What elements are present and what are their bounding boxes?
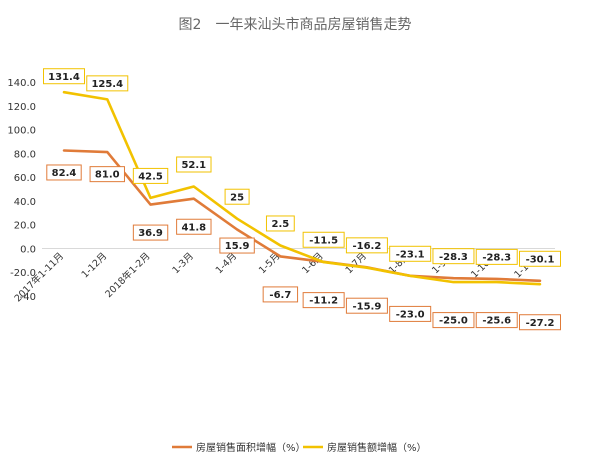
data-label-box [302, 292, 345, 309]
data-label: -6.7 [269, 290, 291, 301]
data-label: 81.0 [95, 170, 120, 181]
data-label: -23.0 [396, 310, 425, 321]
data-label-box [262, 286, 299, 303]
data-label-box [389, 305, 432, 322]
y-tick-label: 60.0 [14, 173, 36, 184]
data-label: 25 [230, 192, 244, 203]
data-label-box [132, 224, 169, 241]
data-label-box [176, 218, 212, 235]
data-label-box [132, 167, 169, 184]
y-tick-label: 80.0 [14, 149, 36, 160]
data-label: -28.3 [439, 252, 468, 263]
x-tick-label: 1-4月 [214, 251, 239, 276]
data-label: -28.3 [482, 252, 511, 263]
legend: 房屋销售面积增幅（%） 房屋销售额增幅（%） [172, 441, 427, 454]
x-tick-label: 1-12月 [80, 251, 110, 281]
data-label-box [345, 237, 388, 254]
data-label-box [519, 314, 561, 331]
data-label: -23.1 [396, 249, 425, 260]
data-label-box [519, 250, 561, 267]
data-label-box [432, 248, 475, 265]
data-label-box [224, 188, 250, 205]
data-label: 36.9 [138, 228, 163, 239]
data-label: 82.4 [52, 168, 77, 179]
data-label-box [86, 75, 129, 92]
data-label-box [302, 231, 345, 248]
data-label: -11.2 [309, 296, 338, 307]
data-label-box [475, 312, 518, 329]
chart-title: 图2 一年来汕头市商品房屋销售走势 [179, 16, 412, 33]
data-label-box [389, 245, 432, 262]
data-label: 52.1 [181, 160, 206, 171]
legend-label: 房屋销售额增幅（%） [327, 441, 427, 454]
data-label-box [176, 156, 212, 173]
data-label-box [219, 237, 255, 254]
data-label: 41.8 [181, 222, 206, 233]
legend-label: 房屋销售面积增幅（%） [196, 441, 306, 454]
y-tick-label: -40 [20, 292, 36, 303]
data-label-box [43, 68, 85, 85]
data-label-box [265, 215, 295, 232]
data-label: 125.4 [91, 79, 123, 90]
y-tick-label: 120.0 [7, 102, 36, 113]
data-label: 2.5 [272, 219, 290, 230]
y-tick-label: 140.0 [7, 78, 36, 89]
area-growth-line [62, 149, 542, 283]
data-label-box [89, 166, 125, 183]
data-label: -27.2 [526, 318, 555, 329]
data-labels: 82.4 81.0 36.9 41.8 15.9 -6.7 -11.2 -15.9 -23.0 -… [43, 68, 561, 331]
data-label: 131.4 [48, 72, 80, 83]
y-tick-label: 40.0 [14, 197, 36, 208]
y-tick-label: 20.0 [14, 221, 36, 232]
data-label: 15.9 [225, 241, 250, 252]
data-label: 42.5 [138, 172, 163, 183]
y-tick-label: 100.0 [7, 126, 36, 137]
data-label-box [345, 297, 388, 314]
data-label: -16.2 [352, 241, 381, 252]
data-label-box [46, 164, 82, 181]
data-label: -15.9 [352, 301, 381, 312]
data-label-box [475, 248, 518, 265]
y-tick-label: -20.0 [10, 268, 36, 279]
x-tick-label: 2018年1-2月 [103, 250, 153, 300]
data-label-box [432, 312, 475, 329]
y-tick-label: 0.0 [20, 244, 36, 255]
data-label: -30.1 [526, 254, 555, 265]
x-tick-label: 1-3月 [170, 251, 195, 276]
data-label: -25.6 [482, 316, 511, 327]
data-label: -25.0 [439, 316, 468, 327]
data-label: -11.5 [309, 235, 338, 246]
